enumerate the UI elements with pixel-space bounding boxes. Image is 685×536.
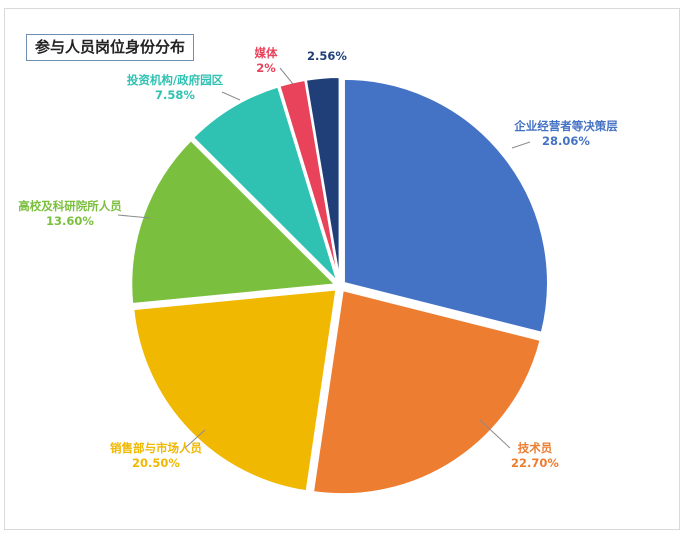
- slice-label: 媒体2%: [254, 46, 278, 75]
- slice-category-label: 企业经营者等决策层: [513, 119, 618, 133]
- slice-category-label: 投资机构/政府园区: [127, 73, 224, 87]
- pie-slice: [311, 288, 542, 496]
- slice-value-label: 2.56%: [307, 49, 347, 63]
- slice-value-label: 7.58%: [155, 88, 195, 102]
- slice-category-label: 技术员: [518, 441, 553, 455]
- leader-line: [184, 429, 206, 449]
- leader-line: [511, 141, 531, 149]
- chart-title: 参与人员岗位身份分布: [26, 34, 195, 61]
- pie-slice: [342, 77, 549, 334]
- slice-value-label: 28.06%: [542, 134, 590, 148]
- slice-value-label: 20.50%: [132, 456, 180, 470]
- slice-category-label: 媒体: [254, 46, 278, 60]
- slice-category-label: 高校及科研院所人员: [18, 199, 122, 213]
- slice-label: 2.56%: [307, 49, 347, 63]
- pie-slice: [304, 76, 341, 282]
- pie-slice: [191, 85, 339, 283]
- slice-value-label: 13.60%: [46, 214, 94, 228]
- leader-line: [479, 419, 511, 449]
- leader-line: [221, 91, 241, 101]
- pie-slice: [130, 138, 338, 306]
- pie-slice: [132, 288, 338, 493]
- leader-line: [279, 67, 294, 85]
- slice-category-label: 销售部与市场人员: [110, 441, 202, 455]
- slice-value-label: 22.70%: [511, 456, 559, 470]
- slice-value-label: 2%: [256, 61, 276, 75]
- leader-line: [117, 214, 151, 219]
